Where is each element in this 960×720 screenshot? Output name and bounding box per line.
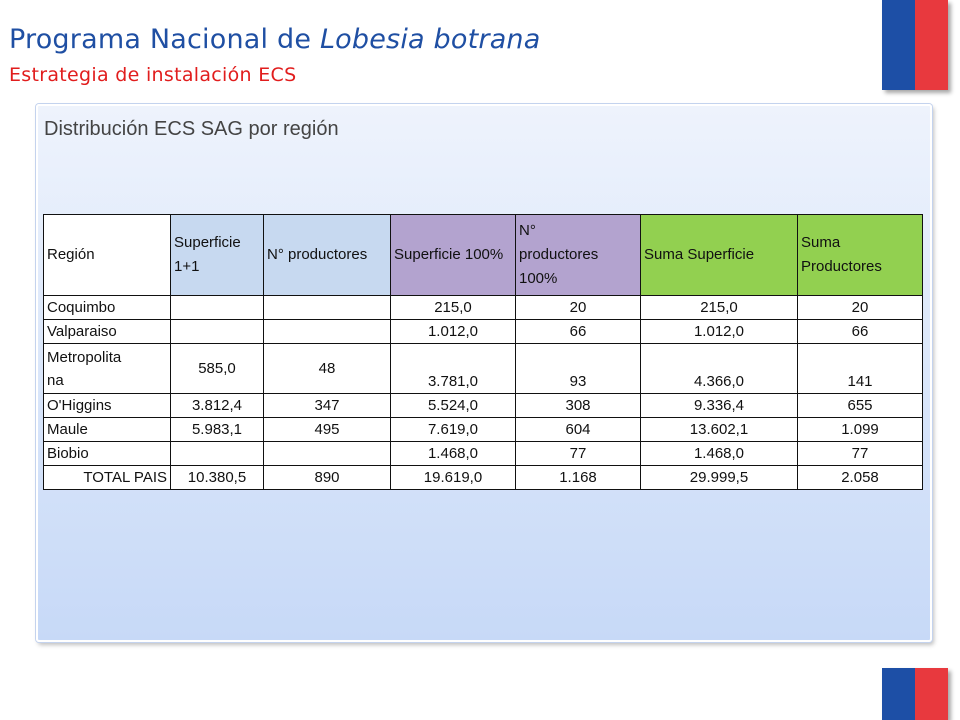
cell-suma-superficie: 4.366,0	[640, 343, 798, 394]
cell-suma-productores: 141	[797, 343, 923, 394]
cell-superficie-100: 5.524,0	[390, 393, 516, 418]
table-header-row: Región Superficie 1+1 N° productores Supe…	[43, 214, 923, 296]
header-line: 1+1	[174, 258, 200, 275]
table-row: Biobio 1.468,0 77 1.468,0 77	[43, 441, 923, 466]
chile-flag-logo-bottom	[882, 668, 948, 720]
cell-suma-productores: 655	[797, 393, 923, 418]
cell-productores-100: 308	[515, 393, 641, 418]
header-suma-productores: Suma Productores	[797, 214, 923, 296]
cell-superficie-1-1: 3.812,4	[170, 393, 264, 418]
cell-region-total: TOTAL PAIS	[43, 465, 171, 490]
cell-productores-100: 20	[515, 295, 641, 320]
cell-suma-superficie: 29.999,5	[640, 465, 798, 490]
cell-productores: 347	[263, 393, 391, 418]
cell-superficie-100: 1.012,0	[390, 319, 516, 344]
flag-red-stripe	[915, 0, 948, 90]
cell-region: Coquimbo	[43, 295, 171, 320]
cell-suma-productores: 20	[797, 295, 923, 320]
header-line: 100%	[519, 270, 558, 287]
cell-suma-productores: 77	[797, 441, 923, 466]
table-row: O'Higgins 3.812,4 347 5.524,0 308 9.336,…	[43, 393, 923, 418]
slide-subtitle: Estrategia de instalación ECS	[9, 64, 297, 86]
cell-productores-100: 604	[515, 417, 641, 442]
cell-superficie-100: 1.468,0	[390, 441, 516, 466]
panel-title: Distribución ECS SAG por región	[44, 118, 339, 140]
content-panel: Distribución ECS SAG por región Región S…	[36, 104, 932, 642]
cell-region: Biobio	[43, 441, 171, 466]
cell-productores	[263, 441, 391, 466]
cell-region: Valparaiso	[43, 319, 171, 344]
cell-productores: 48	[263, 343, 391, 394]
header-line: N°	[519, 222, 536, 239]
cell-superficie-1-1	[170, 319, 264, 344]
cell-superficie-100: 3.781,0	[390, 343, 516, 394]
cell-suma-productores: 2.058	[797, 465, 923, 490]
cell-productores-100: 66	[515, 319, 641, 344]
title-prefix: Programa Nacional de	[9, 24, 320, 55]
table-row: Valparaiso 1.012,0 66 1.012,0 66	[43, 319, 923, 344]
cell-suma-superficie: 1.468,0	[640, 441, 798, 466]
cell-region: Metropolita na	[43, 343, 171, 394]
header-line: Superficie	[174, 234, 241, 251]
header-suma-superficie: Suma Superficie	[640, 214, 798, 296]
table-row: Coquimbo 215,0 20 215,0 20	[43, 295, 923, 320]
cell-superficie-100: 19.619,0	[390, 465, 516, 490]
cell-superficie-1-1	[170, 295, 264, 320]
cell-suma-superficie: 9.336,4	[640, 393, 798, 418]
header-line: productores	[519, 246, 599, 263]
cell-region: Maule	[43, 417, 171, 442]
cell-productores: 495	[263, 417, 391, 442]
cell-superficie-1-1: 585,0	[170, 343, 264, 394]
cell-productores-100: 1.168	[515, 465, 641, 490]
region-line: na	[47, 371, 64, 389]
flag-red-stripe	[915, 668, 948, 720]
header-productores-100: N° productores 100%	[515, 214, 641, 296]
cell-suma-superficie: 13.602,1	[640, 417, 798, 442]
chile-flag-logo-top	[882, 0, 948, 90]
title-italic: Lobesia botrana	[319, 24, 541, 55]
cell-suma-superficie: 1.012,0	[640, 319, 798, 344]
slide-title: Programa Nacional de Lobesia botrana	[9, 24, 541, 55]
cell-superficie-1-1	[170, 441, 264, 466]
header-superficie-100: Superficie 100%	[390, 214, 516, 296]
region-line: Metropolita	[47, 348, 122, 366]
cell-superficie-100: 7.619,0	[390, 417, 516, 442]
cell-productores-100: 93	[515, 343, 641, 394]
header-region: Región	[43, 214, 171, 296]
table-row: Metropolita na 585,0 48 3.781,0 93 4.366,…	[43, 343, 923, 394]
header-productores: N° productores	[263, 214, 391, 296]
cell-productores: 890	[263, 465, 391, 490]
cell-superficie-1-1: 10.380,5	[170, 465, 264, 490]
cell-superficie-100: 215,0	[390, 295, 516, 320]
flag-blue-stripe	[882, 668, 915, 720]
cell-productores	[263, 319, 391, 344]
cell-productores-100: 77	[515, 441, 641, 466]
table-total-row: TOTAL PAIS 10.380,5 890 19.619,0 1.168 2…	[43, 465, 923, 490]
cell-productores	[263, 295, 391, 320]
cell-suma-superficie: 215,0	[640, 295, 798, 320]
cell-superficie-1-1: 5.983,1	[170, 417, 264, 442]
table-row: Maule 5.983,1 495 7.619,0 604 13.602,1 1…	[43, 417, 923, 442]
distribution-table: Región Superficie 1+1 N° productores Supe…	[43, 214, 923, 490]
cell-region: O'Higgins	[43, 393, 171, 418]
cell-suma-productores: 66	[797, 319, 923, 344]
flag-blue-stripe	[882, 0, 915, 90]
cell-suma-productores: 1.099	[797, 417, 923, 442]
header-superficie-1-1: Superficie 1+1	[170, 214, 264, 296]
